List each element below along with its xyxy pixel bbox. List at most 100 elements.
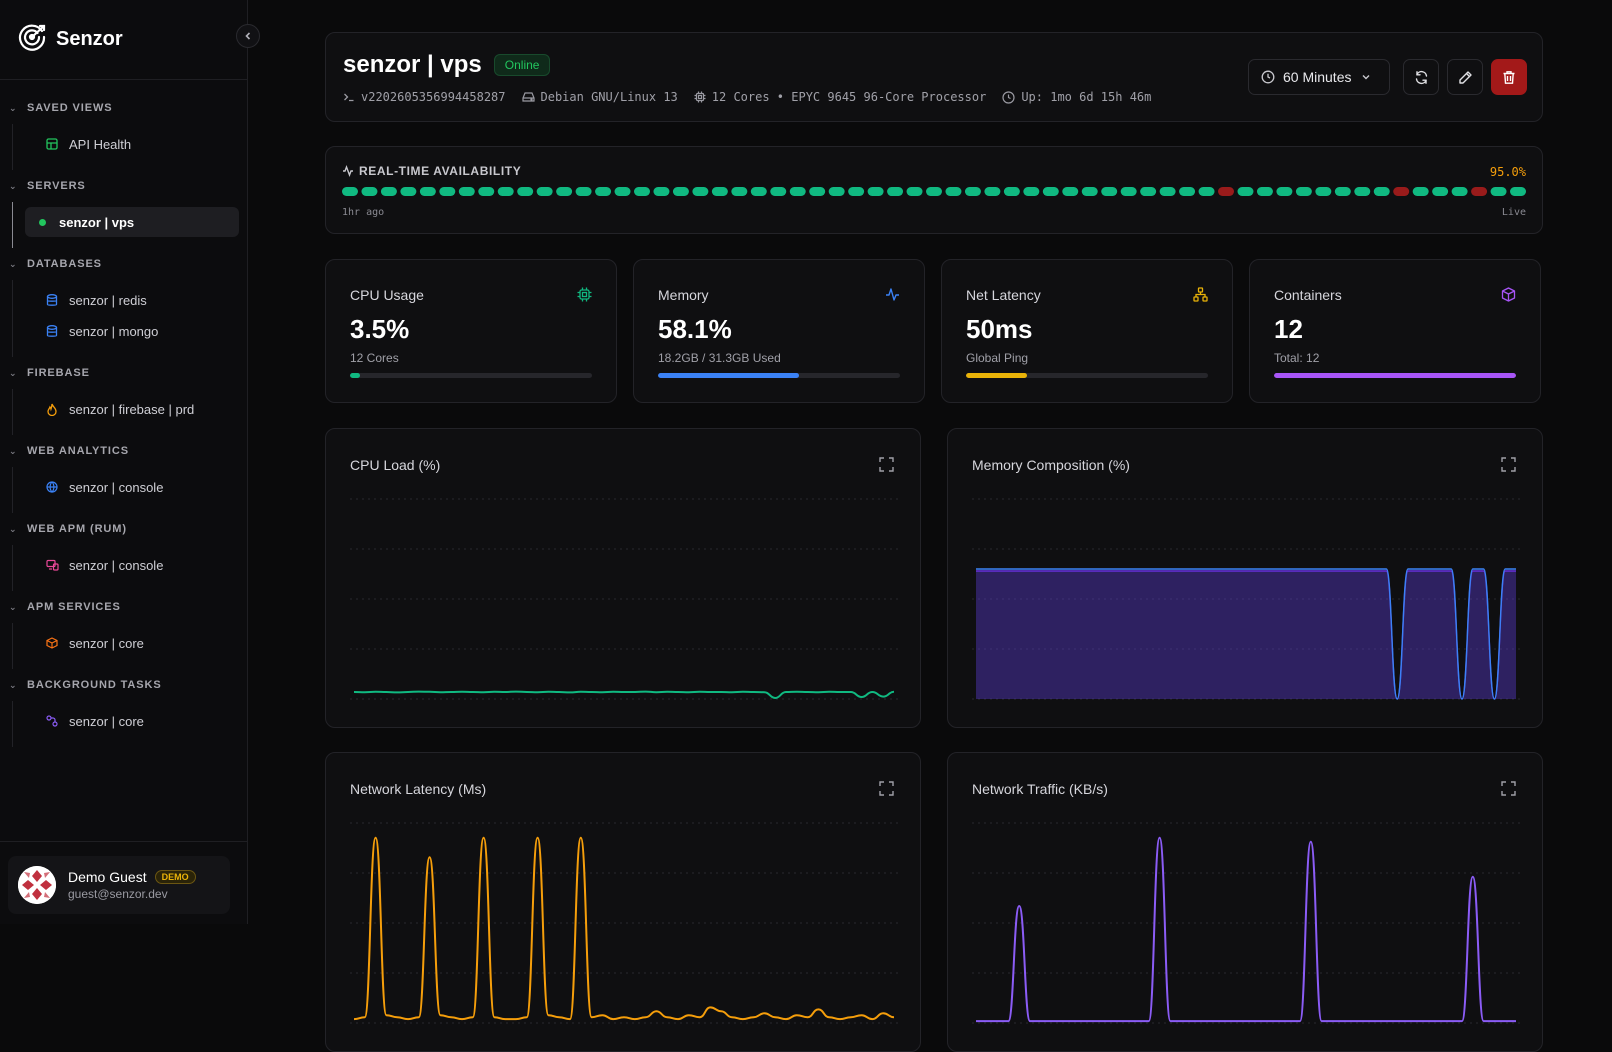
availability-segment[interactable] — [672, 187, 689, 196]
refresh-button[interactable] — [1403, 59, 1439, 95]
availability-segment[interactable] — [1140, 187, 1157, 196]
cpu-info: 12 Cores • EPYC 9645 96-Core Processor — [711, 90, 987, 104]
section-header[interactable]: ⌄ DATABASES — [0, 248, 247, 280]
availability-segment[interactable] — [478, 187, 495, 196]
expand-icon[interactable] — [879, 457, 894, 477]
availability-segment[interactable] — [419, 187, 436, 196]
brand[interactable]: Senzor — [0, 0, 260, 80]
availability-segment[interactable] — [458, 187, 475, 196]
availability-segment[interactable] — [1120, 187, 1137, 196]
availability-segment[interactable] — [575, 187, 592, 196]
availability-segment[interactable] — [1490, 187, 1507, 196]
time-range-select[interactable]: 60 Minutes — [1248, 59, 1390, 95]
availability-segment[interactable] — [556, 187, 573, 196]
availability-segment[interactable] — [634, 187, 650, 196]
availability-segment[interactable] — [497, 187, 514, 196]
sidebar-item-senzor-console-analytics[interactable]: senzor | console — [25, 472, 239, 502]
expand-icon[interactable] — [1501, 781, 1516, 801]
sidebar-item-senzor-console-rum[interactable]: senzor | console — [25, 550, 239, 580]
collapse-sidebar-button[interactable] — [236, 24, 260, 48]
availability-segment[interactable] — [517, 187, 534, 196]
sidebar-item-senzor-core-apm[interactable]: senzor | core — [25, 628, 239, 658]
availability-segment[interactable] — [867, 187, 884, 196]
expand-icon[interactable] — [879, 781, 894, 801]
availability-segment[interactable] — [1471, 187, 1488, 196]
availability-segment[interactable] — [789, 187, 806, 196]
availability-segment[interactable] — [1373, 187, 1390, 196]
availability-segment[interactable] — [945, 187, 962, 196]
section-header[interactable]: ⌄ FIREBASE — [0, 357, 247, 389]
availability-segment[interactable] — [1081, 187, 1098, 196]
availability-segment[interactable] — [906, 187, 923, 196]
sidebar-item-label: senzor | mongo — [69, 323, 159, 339]
availability-segment[interactable] — [536, 187, 553, 196]
availability-segment[interactable] — [1003, 187, 1020, 196]
availability-segment[interactable] — [1159, 187, 1176, 196]
availability-segment[interactable] — [1412, 187, 1429, 196]
chevron-down-icon: ⌄ — [9, 367, 18, 378]
availability-segment[interactable] — [1256, 187, 1273, 196]
sidebar-item-senzor-vps[interactable]: senzor | vps — [25, 207, 239, 237]
availability-segment[interactable] — [342, 187, 358, 196]
availability-segment[interactable] — [380, 187, 397, 196]
stat-sub: Global Ping — [966, 351, 1029, 365]
availability-segment[interactable] — [653, 187, 670, 196]
availability-segment[interactable] — [848, 187, 865, 196]
sidebar-item-senzor-core-tasks[interactable]: senzor | core — [25, 706, 239, 736]
availability-segment[interactable] — [1101, 187, 1118, 196]
availability-segment[interactable] — [1295, 187, 1312, 196]
section-title: SERVERS — [27, 180, 86, 192]
availability-segment[interactable] — [1451, 187, 1468, 196]
availability-segment[interactable] — [887, 187, 904, 196]
sidebar-item-senzor-mongo[interactable]: senzor | mongo — [25, 316, 239, 346]
availability-segment[interactable] — [926, 187, 942, 196]
availability-segment[interactable] — [964, 187, 981, 196]
availability-segment[interactable] — [1276, 187, 1293, 196]
availability-segment[interactable] — [1315, 187, 1332, 196]
section-header[interactable]: ⌄ APM SERVICES — [0, 591, 247, 623]
section-title: FIREBASE — [27, 367, 90, 379]
availability-segment[interactable] — [1042, 187, 1059, 196]
delete-button[interactable] — [1491, 59, 1527, 95]
availability-segment[interactable] — [614, 187, 631, 196]
availability-segment[interactable] — [361, 187, 378, 196]
section-header[interactable]: ⌄ SERVERS — [0, 170, 247, 202]
availability-segment[interactable] — [809, 187, 826, 196]
senzor-logo-icon — [17, 22, 47, 57]
sidebar-item-label: senzor | core — [69, 713, 144, 729]
availability-segment[interactable] — [1023, 187, 1040, 196]
availability-segment[interactable] — [1198, 187, 1215, 196]
availability-segment[interactable] — [692, 187, 709, 196]
availability-segment[interactable] — [1510, 187, 1526, 196]
user-profile[interactable]: Demo Guest DEMO guest@senzor.dev — [8, 856, 230, 914]
availability-segment[interactable] — [711, 187, 728, 196]
availability-segment[interactable] — [731, 187, 748, 196]
sidebar-item-api-health[interactable]: API Health — [25, 129, 239, 159]
section-header[interactable]: ⌄ WEB ANALYTICS — [0, 435, 247, 467]
availability-segment[interactable] — [1354, 187, 1371, 196]
section-header[interactable]: ⌄ SAVED VIEWS — [0, 92, 247, 124]
availability-segment[interactable] — [1432, 187, 1449, 196]
availability-segment[interactable] — [439, 187, 456, 196]
availability-segment[interactable] — [750, 187, 767, 196]
availability-segment[interactable] — [595, 187, 612, 196]
sidebar-item-senzor-firebase-prd[interactable]: senzor | firebase | prd — [25, 394, 239, 424]
availability-segment[interactable] — [828, 187, 845, 196]
sidebar-item-senzor-redis[interactable]: senzor | redis — [25, 285, 239, 315]
availability-segment[interactable] — [984, 187, 1001, 196]
section-databases: ⌄ DATABASES senzor | redis senzor | mongo — [0, 248, 247, 357]
sidebar-item-label: senzor | core — [69, 635, 144, 651]
edit-button[interactable] — [1447, 59, 1483, 95]
section-header[interactable]: ⌄ WEB APM (RUM) — [0, 513, 247, 545]
stat-value: 50ms — [966, 314, 1033, 344]
availability-segment[interactable] — [1334, 187, 1351, 196]
expand-icon[interactable] — [1501, 457, 1516, 477]
availability-segment[interactable] — [1062, 187, 1079, 196]
section-header[interactable]: ⌄ BACKGROUND TASKS — [0, 669, 247, 701]
availability-segment[interactable] — [1179, 187, 1196, 196]
availability-segment[interactable] — [1393, 187, 1410, 196]
availability-segment[interactable] — [1218, 187, 1234, 196]
availability-segment[interactable] — [400, 187, 417, 196]
availability-segment[interactable] — [1237, 187, 1254, 196]
availability-segment[interactable] — [770, 187, 787, 196]
